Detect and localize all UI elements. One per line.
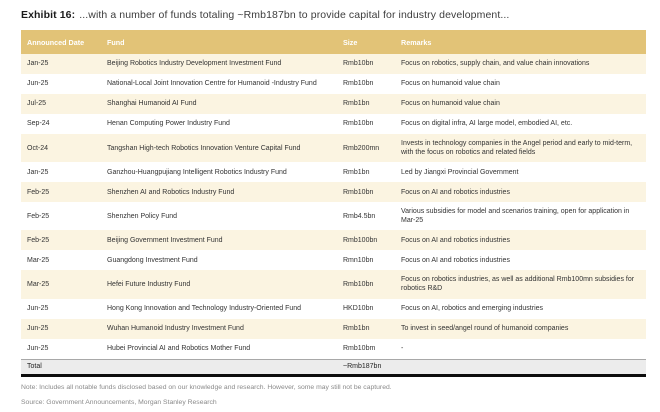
announced-date-cell: Mar-25: [21, 270, 101, 299]
announced-date-cell: Jun-25: [27, 345, 49, 353]
announced-date-cell: Feb-25: [21, 182, 101, 203]
remarks-cell: Focus on robotics industries, as well as…: [395, 270, 646, 299]
total-label-cell: Total: [21, 358, 101, 377]
size-cell: Rmb4.5bn: [343, 212, 376, 220]
source-note: Source: Government Announcements, Morgan…: [21, 398, 217, 406]
remarks-cell: Focus on humanoid value chain: [401, 80, 500, 88]
size-cell: Rmb10bn: [337, 270, 395, 299]
remarks-cell: Invests in technology companies in the A…: [395, 134, 646, 163]
remarks-cell: To invest in seed/angel round of humanoi…: [395, 318, 646, 339]
announced-date-cell: Jan-25: [21, 54, 101, 74]
remarks-cell: Various subsidies for model and scenario…: [401, 208, 630, 225]
table-row: Mar-25 Hefei Future Industry Fund Rmb10b…: [21, 270, 646, 299]
announced-date-cell: Jan-25: [27, 168, 49, 176]
table-row: Feb-25 Shenzhen Policy Fund Rmb4.5bn Var…: [21, 202, 646, 230]
announced-date-cell: Feb-25: [21, 230, 101, 251]
table-row: Jul-25 Shanghai Humanoid AI Fund Rmb1bn …: [21, 94, 646, 114]
announced-date-cell: Sep-24: [27, 120, 50, 128]
exhibit-title: Exhibit 16: ...with a number of funds tot…: [21, 9, 646, 21]
size-cell: Rmb10bn: [343, 120, 374, 128]
remarks-cell: Focus on humanoid value chain: [395, 94, 646, 114]
table-row: Jan-25 Ganzhou-Huangpujiang Intelligent …: [21, 162, 646, 182]
announced-date-cell: Jul-25: [21, 94, 101, 114]
table-total-row: Total ~Rmb187bn: [21, 358, 646, 377]
table-row: Feb-25 Beijing Government Investment Fun…: [21, 230, 646, 251]
size-cell: Rmb1bn: [343, 168, 370, 176]
total-empty-cell: [395, 358, 646, 377]
announced-date-cell: Mar-25: [27, 256, 50, 264]
size-cell: Rmb1bn: [337, 318, 395, 339]
fund-cell: Guangdong Investment Fund: [107, 256, 198, 264]
announced-date-cell: Jun-25: [27, 305, 49, 313]
remarks-cell: Focus on AI, robotics and emerging indus…: [401, 305, 544, 313]
announced-date-cell: Feb-25: [27, 212, 50, 220]
column-header-fund: Fund: [101, 30, 337, 54]
total-size-cell: ~Rmb187bn: [337, 358, 395, 377]
table-row: Jun-25 Hong Kong Innovation and Technolo…: [21, 299, 646, 319]
funds-table: Announced Date Fund Size Remarks Jan-25 …: [21, 30, 646, 377]
column-header-remarks: Remarks: [395, 30, 646, 54]
column-header-announced-date: Announced Date: [21, 30, 101, 54]
size-cell: HKD10bn: [343, 305, 374, 313]
size-cell: Rmn10bn: [343, 256, 374, 264]
table-row: Oct-24 Tangshan High-tech Robotics Innov…: [21, 134, 646, 163]
fund-cell: Beijing Government Investment Fund: [101, 230, 337, 251]
size-cell: Rmb200mn: [337, 134, 395, 163]
table-header-row: Announced Date Fund Size Remarks: [21, 30, 646, 54]
table-row: Jun-25 Hubei Provincial AI and Robotics …: [21, 339, 646, 360]
remarks-cell: Focus on robotics, supply chain, and val…: [395, 54, 646, 74]
fund-cell: Hefei Future Industry Fund: [101, 270, 337, 299]
announced-date-cell: Jun-25: [21, 318, 101, 339]
fund-cell: Shanghai Humanoid AI Fund: [101, 94, 337, 114]
fund-cell: Hubei Provincial AI and Robotics Mother …: [107, 345, 251, 353]
footnote: Note: Includes all notable funds disclos…: [21, 383, 392, 391]
table-row: Jan-25 Beijing Robotics Industry Develop…: [21, 54, 646, 74]
size-cell: Rmb10bn: [337, 54, 395, 74]
remarks-cell: Led by Jiangxi Provincial Government: [401, 168, 519, 176]
size-cell: Rmb100bn: [337, 230, 395, 251]
fund-cell: Hong Kong Innovation and Technology Indu…: [107, 305, 302, 313]
remarks-cell: Focus on AI and robotics industries: [401, 256, 510, 264]
fund-cell: Wuhan Humanoid Industry Investment Fund: [101, 318, 337, 339]
table-row: Feb-25 Shenzhen AI and Robotics Industry…: [21, 182, 646, 203]
size-cell: Rmb10bm: [343, 345, 376, 353]
table-row: Jun-25 Wuhan Humanoid Industry Investmen…: [21, 318, 646, 339]
fund-cell: Tangshan High-tech Robotics Innovation V…: [101, 134, 337, 163]
remarks-cell: Focus on AI and robotics industries: [395, 182, 646, 203]
fund-cell: Beijing Robotics Industry Development In…: [101, 54, 337, 74]
exhibit-label: Exhibit 16:: [21, 9, 76, 21]
remarks-cell: Focus on AI and robotics industries: [395, 230, 646, 251]
fund-cell: Shenzhen Policy Fund: [107, 212, 178, 220]
size-cell: Rmb10bn: [337, 182, 395, 203]
announced-date-cell: Jun-25: [27, 80, 49, 88]
announced-date-cell: Oct-24: [21, 134, 101, 163]
fund-cell: Henan Computing Power Industry Fund: [107, 120, 230, 128]
column-header-size: Size: [337, 30, 395, 54]
fund-cell: Ganzhou-Huangpujiang Intelligent Robotic…: [107, 168, 287, 176]
size-cell: Rmb1bn: [337, 94, 395, 114]
table-row: Mar-25 Guangdong Investment Fund Rmn10bn…: [21, 250, 646, 270]
exhibit-title-text: ...with a number of funds totaling ~Rmb1…: [79, 9, 510, 21]
table-row: Jun-25 National-Local Joint Innovation C…: [21, 74, 646, 94]
remarks-cell: -: [401, 345, 404, 353]
fund-cell: Shenzhen AI and Robotics Industry Fund: [101, 182, 337, 203]
fund-cell: National-Local Joint Innovation Centre f…: [107, 80, 317, 88]
table-row: Sep-24 Henan Computing Power Industry Fu…: [21, 114, 646, 134]
total-empty-cell: [101, 358, 337, 377]
remarks-cell: Focus on digital infra, AI large model, …: [401, 120, 573, 128]
size-cell: Rmb10bn: [343, 80, 374, 88]
